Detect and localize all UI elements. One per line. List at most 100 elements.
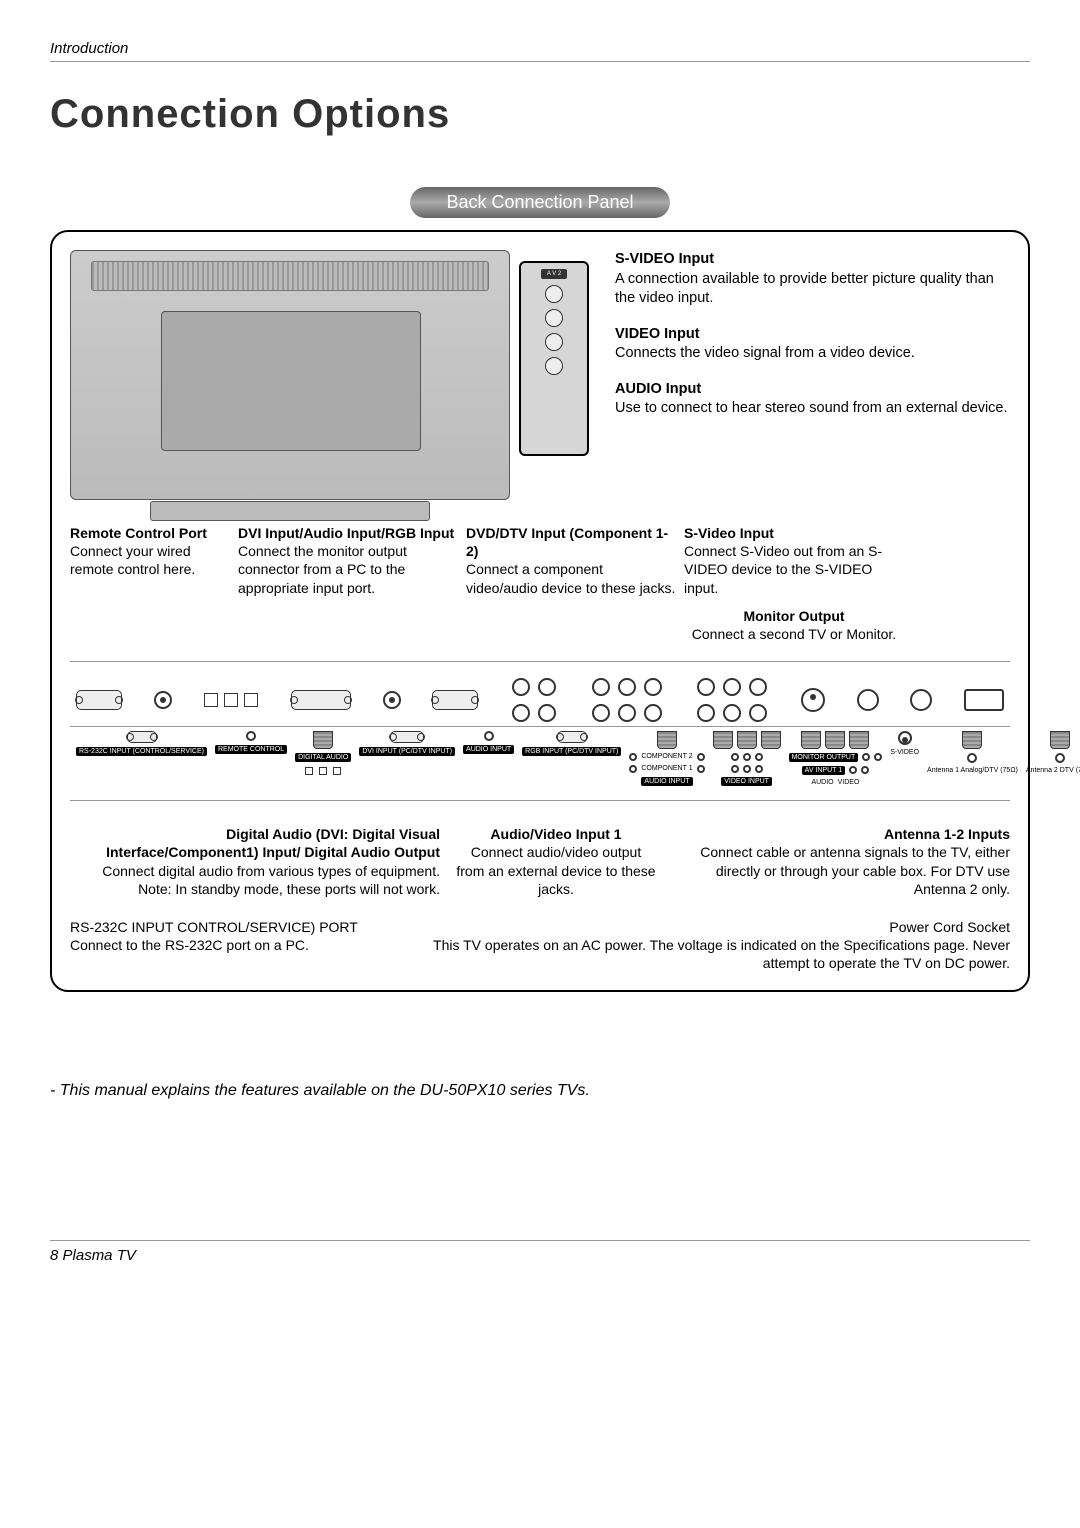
audio-port-icon <box>383 691 401 709</box>
label-rgb-in: RGB INPUT (PC/DTV INPUT) <box>522 747 621 756</box>
desc-body: Connect your wired remote control here. <box>70 542 230 578</box>
mini-ant-icon <box>1055 753 1065 763</box>
desc-power: Power Cord Socket This TV operates on an… <box>420 918 1010 973</box>
top-row: A V 2 S-VIDEO Input A connection availab… <box>70 250 1010 500</box>
mini-rca-icon <box>731 765 739 773</box>
desc-svideo: S-VIDEO Input A connection available to … <box>615 250 1010 309</box>
mini-rca-icon <box>697 753 705 761</box>
clip-icon <box>657 731 677 749</box>
desc-rs232: RS-232C INPUT CONTROL/SERVICE) PORT Conn… <box>70 918 390 973</box>
rca-icon <box>749 704 767 722</box>
antenna2-port-icon <box>910 689 932 711</box>
rgb-port-icon <box>432 690 478 710</box>
component-group <box>510 676 558 724</box>
desc-title: DVI Input/Audio Input/RGB Input <box>238 524 458 542</box>
label-dvi-in: DVI INPUT (PC/DTV INPUT) <box>359 747 455 756</box>
rca-icon <box>618 678 636 696</box>
footer-text: 8 Plasma TV <box>50 1247 136 1264</box>
antenna1-port-icon <box>857 689 879 711</box>
label-video-in: VIDEO INPUT <box>721 777 772 786</box>
desc-digital-audio: Digital Audio (DVI: Digital Visual Inter… <box>70 825 440 898</box>
av2-chip: A V 2 <box>541 269 567 279</box>
desc-title: VIDEO Input <box>615 325 1010 345</box>
clip-icon <box>1050 731 1070 749</box>
mini-svideo-icon <box>898 731 912 745</box>
clip-icon <box>737 731 757 749</box>
desc-title: Remote Control Port <box>70 524 230 542</box>
desc-body: Connect to the RS-232C port on a PC. <box>70 936 390 954</box>
desc-title: RS-232C INPUT CONTROL/SERVICE) PORT <box>70 918 390 936</box>
rs232-port-icon <box>76 690 122 710</box>
clip-icon <box>962 731 982 749</box>
mini-rca-icon <box>743 765 751 773</box>
clip-icon <box>849 731 869 749</box>
desc-body: Connect S-Video out from an S-VIDEO devi… <box>684 542 904 597</box>
rca-icon <box>618 704 636 722</box>
rca-icon <box>644 678 662 696</box>
mini-rca-icon <box>755 765 763 773</box>
opt-mini-icon <box>319 767 327 775</box>
label-digital-audio: DIGITAL AUDIO <box>295 753 351 762</box>
mini-rca-icon <box>755 753 763 761</box>
clip-icon <box>825 731 845 749</box>
page-footer: 8 Plasma TV <box>50 1240 1030 1264</box>
remote-port-icon <box>154 691 172 709</box>
mini-rca-icon <box>874 753 882 761</box>
opt-port-icon <box>244 693 258 707</box>
right-col: S-Video Input Connect S-Video out from a… <box>684 524 904 643</box>
mini-port-icon <box>557 731 587 743</box>
connector-strip <box>70 661 1010 727</box>
header-section: Introduction <box>50 40 1030 62</box>
desc-audio: AUDIO Input Use to connect to hear stere… <box>615 380 1010 419</box>
mini-round-icon <box>484 731 494 741</box>
opt-mini-icon <box>333 767 341 775</box>
rca-icon <box>592 704 610 722</box>
rca-icon <box>723 704 741 722</box>
mini-rca-icon <box>629 753 637 761</box>
label-ant2: Antenna 2 DTV (75Ω) <box>1026 767 1080 774</box>
desc-title: Digital Audio (DVI: Digital Visual Inter… <box>70 825 440 861</box>
dvi-port-icon <box>291 690 351 710</box>
mini-rca-icon <box>861 766 869 774</box>
right-descriptions: S-VIDEO Input A connection available to … <box>530 250 1010 435</box>
connector-strip-labels: RS-232C INPUT (CONTROL/SERVICE) REMOTE C… <box>70 727 1010 801</box>
opt-port-icon <box>224 693 238 707</box>
desc-body: Connect the monitor output connector fro… <box>238 542 458 597</box>
mini-rca-icon <box>697 765 705 773</box>
svideo-jack-icon <box>545 285 563 303</box>
rca-icon <box>644 704 662 722</box>
rca-icon <box>697 704 715 722</box>
rca-icon <box>512 704 530 722</box>
mini-rca-icon <box>731 753 739 761</box>
mid-descriptions: Remote Control Port Connect your wired r… <box>70 524 1010 643</box>
desc-body: This TV operates on an AC power. The vol… <box>420 936 1010 972</box>
desc-av1: Audio/Video Input 1 Connect audio/video … <box>456 825 656 898</box>
label-rs232: RS-232C INPUT (CONTROL/SERVICE) <box>76 747 207 756</box>
clip-icon <box>761 731 781 749</box>
label-remote: REMOTE CONTROL <box>215 745 287 754</box>
label-audio: AUDIO <box>811 779 833 786</box>
desc-dvi: DVI Input/Audio Input/RGB Input Connect … <box>238 524 458 643</box>
desc-title: Power Cord Socket <box>420 918 1010 936</box>
label-comp2: COMPONENT 2 <box>641 753 692 761</box>
desc-title: AUDIO Input <box>615 380 1010 400</box>
rca-icon <box>749 678 767 696</box>
audio-l-jack-icon <box>545 333 563 351</box>
label-ant1: Antenna 1 Analog/DTV (75Ω) <box>927 767 1018 774</box>
rca-icon <box>538 704 556 722</box>
desc-body: A connection available to provide better… <box>615 270 1010 309</box>
opt-mini-icon <box>305 767 313 775</box>
mini-port-icon <box>127 731 157 743</box>
opt-port-icon <box>204 693 218 707</box>
side-av2-panel: A V 2 <box>519 261 589 456</box>
desc-svideo-in: S-Video Input Connect S-Video out from a… <box>684 524 904 597</box>
desc-body: Connect digital audio from various types… <box>70 862 440 898</box>
desc-body: Connect a component video/audio device t… <box>466 560 676 596</box>
desc-video: VIDEO Input Connects the video signal fr… <box>615 325 1010 364</box>
label-audio: AUDIO INPUT <box>641 777 692 786</box>
desc-monitor: Monitor Output Connect a second TV or Mo… <box>684 607 904 643</box>
mini-round-icon <box>246 731 256 741</box>
mini-port-icon <box>390 731 424 743</box>
desc-title: Audio/Video Input 1 <box>456 825 656 843</box>
rca-icon <box>592 678 610 696</box>
